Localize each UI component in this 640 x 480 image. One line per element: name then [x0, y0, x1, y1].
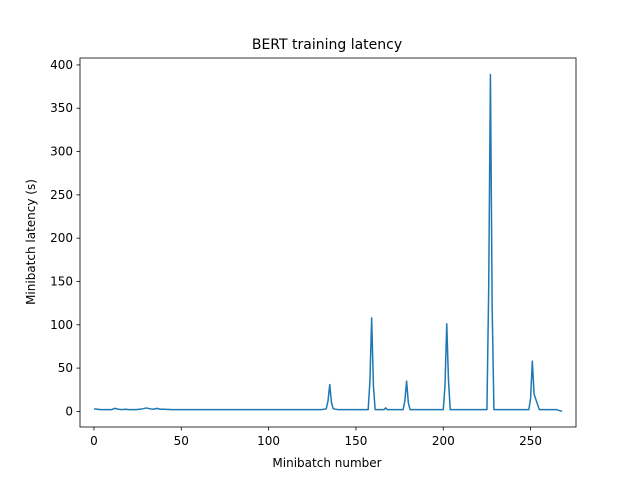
plot-frame: [79, 57, 577, 428]
x-tick-label: 200: [432, 434, 455, 448]
x-axis: 0 50 100 150 200 250: [90, 427, 542, 448]
x-tick-label: 0: [90, 434, 98, 448]
x-tick-label: 50: [174, 434, 189, 448]
y-tick-label: 150: [50, 274, 73, 288]
y-tick-label: 200: [50, 231, 73, 245]
x-tick-label: 150: [344, 434, 367, 448]
x-tick-label: 100: [257, 434, 280, 448]
y-tick-label: 300: [50, 145, 73, 159]
chart-title: BERT training latency: [252, 37, 402, 53]
y-tick-label: 350: [50, 101, 73, 115]
x-tick-label: 250: [519, 434, 542, 448]
x-axis-label: Minibatch number: [272, 456, 381, 470]
y-tick-label: 100: [50, 318, 73, 332]
y-tick-label: 400: [50, 58, 73, 72]
y-tick-label: 50: [58, 361, 73, 375]
plot-area: [79, 57, 577, 428]
y-axis-label: Minibatch latency (s): [24, 179, 38, 305]
y-tick-label: 250: [50, 188, 73, 202]
y-axis: 0 50 100 150 200 250 300 350 400: [50, 58, 80, 418]
series-line-0: [93, 73, 563, 413]
y-tick-label: 0: [65, 404, 73, 418]
